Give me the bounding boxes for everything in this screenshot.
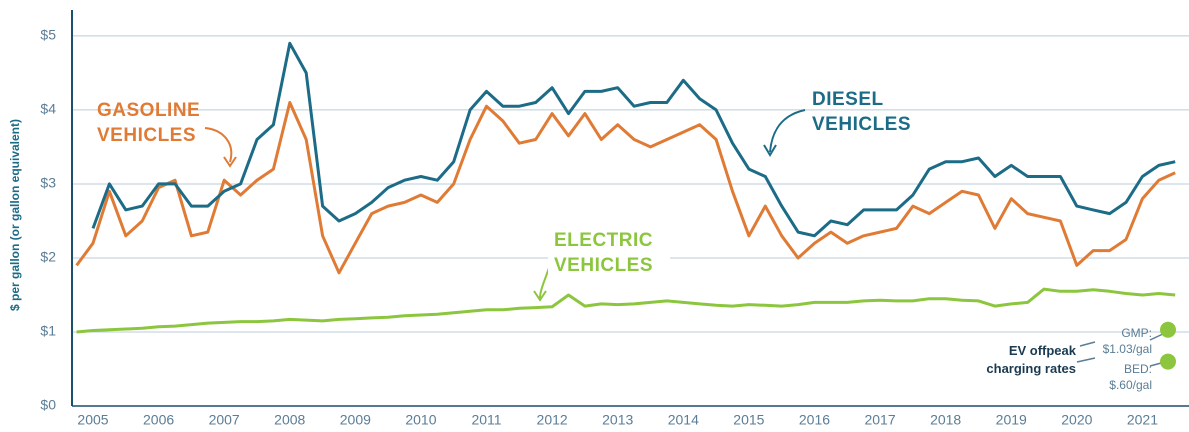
- connector: [1079, 341, 1096, 347]
- x-tick-label: 2020: [1061, 412, 1092, 428]
- rate-dot: [1160, 353, 1176, 370]
- arrow-head: [533, 290, 547, 302]
- rates-title: EV offpeak charging rates: [986, 343, 1076, 376]
- rate-label: BED: $.60/gal: [1109, 362, 1152, 392]
- y-tick-label: $3: [40, 175, 56, 191]
- x-tick-label: 2006: [143, 412, 174, 428]
- x-tick-label: 2012: [537, 412, 568, 428]
- y-axis-label: $ per gallon (or gallon equivalent): [8, 119, 22, 311]
- x-tick-label: 2007: [209, 412, 240, 428]
- arrow-head: [763, 144, 777, 157]
- electric-label: ELECTRIC VEHICLES: [548, 226, 670, 280]
- line-series: [91, 41, 1176, 238]
- arrow: [769, 109, 806, 153]
- x-tick-label: 2017: [864, 412, 895, 428]
- gasoline-label: GASOLINE VEHICLES: [97, 100, 201, 146]
- x-tick-label: 2014: [668, 412, 699, 428]
- arrow-head: [223, 156, 237, 168]
- x-tick-label: 2021: [1127, 412, 1158, 428]
- y-tick-label: $1: [40, 323, 56, 339]
- x-tick-label: 2008: [274, 412, 305, 428]
- rate-label: GMP: $1.03/gal: [1102, 326, 1152, 356]
- y-tick-label: $2: [40, 249, 56, 265]
- x-tick-label: 2018: [930, 412, 961, 428]
- line-series: [76, 287, 1176, 334]
- x-tick-label: 2011: [471, 412, 501, 428]
- x-tick-label: 2015: [733, 412, 764, 428]
- connector: [1076, 357, 1096, 363]
- x-tick-label: 2013: [602, 412, 633, 428]
- y-tick-label: $5: [40, 27, 56, 43]
- diesel-label: DIESEL VEHICLES: [812, 89, 912, 135]
- x-tick-label: 2010: [405, 412, 436, 428]
- x-tick-label: 2016: [799, 412, 830, 428]
- arrow: [204, 127, 233, 163]
- x-tick-label: 2009: [340, 412, 371, 428]
- line-series: [75, 101, 1176, 275]
- y-tick-label: $0: [40, 397, 56, 413]
- rate-dot: [1160, 321, 1176, 338]
- y-tick-label: $4: [40, 101, 56, 117]
- x-tick-label: 2005: [77, 412, 108, 428]
- x-tick-label: 2019: [996, 412, 1027, 428]
